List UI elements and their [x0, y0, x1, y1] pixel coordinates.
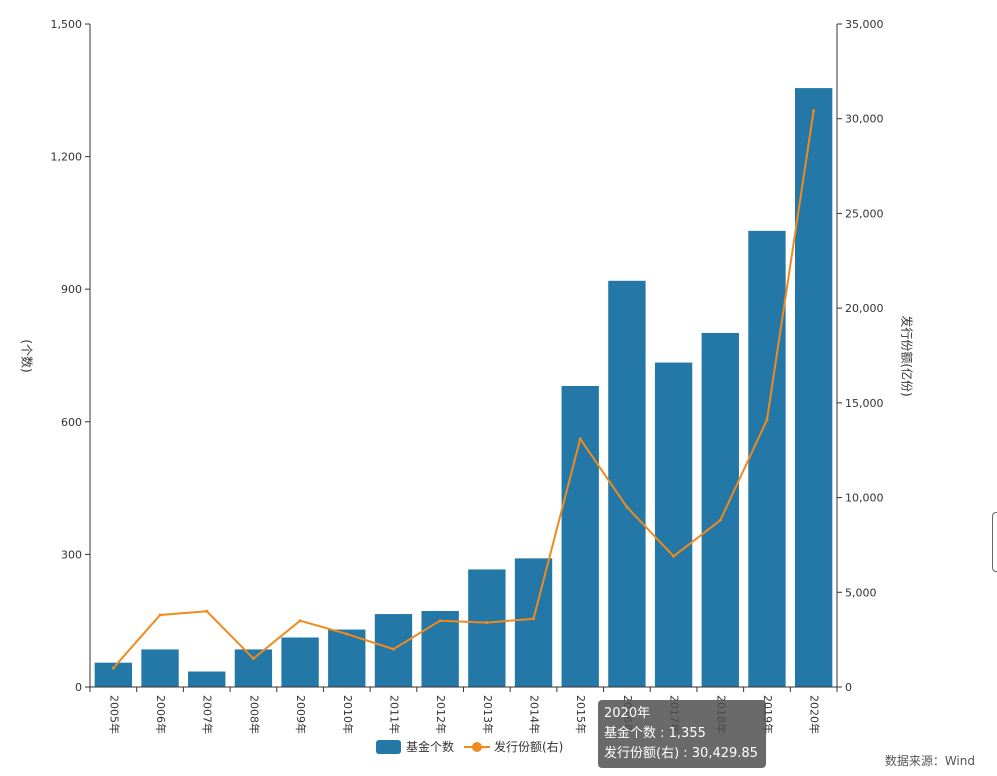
side-panel-handle[interactable]: [992, 512, 997, 572]
bar-2008年: [234, 649, 273, 687]
x-category-label: 2006年: [154, 695, 168, 734]
legend-swatch-fund-count: [376, 740, 401, 754]
y-right-tick-label: 15,000: [845, 397, 884, 410]
bar-2016年: [608, 280, 646, 687]
bar-2013年: [468, 569, 506, 687]
issuance-line: [112, 110, 815, 669]
y-right-title: 发行份额(亿份): [900, 315, 915, 396]
issuance-point-2009年: [298, 619, 302, 623]
x-category-label: 2013年: [481, 695, 495, 734]
issuance-point-2013年: [485, 621, 489, 625]
bar-2020年: [794, 88, 833, 688]
source-note: 数据来源：Wind: [884, 754, 975, 768]
x-category-label: 2020年: [808, 695, 822, 734]
issuance-point-2016年: [625, 505, 629, 509]
issuance-point-2015年: [578, 437, 582, 441]
legend[interactable]: 基金个数 发行份额(右): [376, 739, 563, 754]
y-right-tick-label: 0: [845, 681, 852, 694]
y-right-tick-label: 35,000: [845, 18, 884, 31]
x-category-label: 2010年: [341, 695, 355, 734]
bar-2009年: [281, 637, 319, 687]
legend-swatch-issuance-dot: [472, 742, 482, 752]
bar-2012年: [421, 610, 459, 687]
tooltip-line-issuance: 发行份额(右) : 30,429.85: [604, 746, 758, 761]
bar-2017年: [654, 362, 693, 687]
bar-2007年: [188, 671, 226, 687]
y-left-tick-label: 300: [61, 548, 82, 561]
y-left-tick-label: 900: [61, 283, 82, 296]
issuance-point-2012年: [438, 619, 442, 623]
y-left-title: (个数): [20, 339, 35, 372]
y-left-tick-label: 0: [75, 681, 82, 694]
bar-2019年: [748, 230, 786, 687]
y-left-tick-label: 600: [61, 416, 82, 429]
tooltip-line-fund-count: 基金个数 : 1,355: [604, 726, 706, 741]
line-series-issuance: [111, 109, 816, 670]
bar-2014年: [514, 558, 553, 687]
issuance-point-2019年: [765, 418, 769, 422]
y-right-tick-label: 20,000: [845, 302, 884, 315]
issuance-point-2017年: [672, 554, 676, 558]
y-right-tick-label: 5,000: [845, 586, 877, 599]
issuance-point-2008年: [251, 657, 255, 661]
x-category-label: 2009年: [294, 695, 308, 734]
issuance-point-2007年: [205, 609, 209, 613]
bar-2010年: [328, 629, 366, 687]
issuance-point-2020年: [812, 109, 816, 113]
issuance-point-2018年: [718, 518, 722, 522]
tooltip: 2020年 基金个数 : 1,355 发行份额(右) : 30,429.85: [598, 700, 766, 768]
y-left-tick-label: 1,200: [51, 151, 83, 164]
x-category-label: 2014年: [528, 695, 542, 734]
bar-2018年: [701, 332, 739, 687]
bar-series-fund-count: [94, 88, 833, 688]
issuance-point-2011年: [391, 647, 395, 651]
issuance-point-2005年: [111, 666, 115, 670]
x-category-label: 2005年: [107, 695, 121, 734]
bar-2006年: [141, 649, 179, 687]
y-left-tick-label: 1,500: [51, 18, 83, 31]
x-category-label: 2007年: [201, 695, 215, 734]
bar-2015年: [561, 385, 599, 687]
y-right-tick-label: 25,000: [845, 207, 884, 220]
x-category-label: 2008年: [247, 695, 261, 734]
x-category-label: 2011年: [387, 695, 401, 734]
issuance-point-2006年: [158, 613, 162, 617]
x-category-label: 2015年: [574, 695, 588, 734]
x-category-label: 2012年: [434, 695, 448, 734]
issuance-point-2014年: [532, 617, 536, 621]
issuance-point-2010年: [345, 632, 349, 636]
y-right-tick-label: 10,000: [845, 492, 884, 505]
y-right-tick-label: 30,000: [845, 113, 884, 126]
legend-label-issuance: 发行份额(右): [494, 739, 563, 754]
legend-label-fund-count: 基金个数: [406, 739, 454, 754]
tooltip-title: 2020年: [604, 706, 651, 721]
bar-2005年: [94, 662, 133, 687]
